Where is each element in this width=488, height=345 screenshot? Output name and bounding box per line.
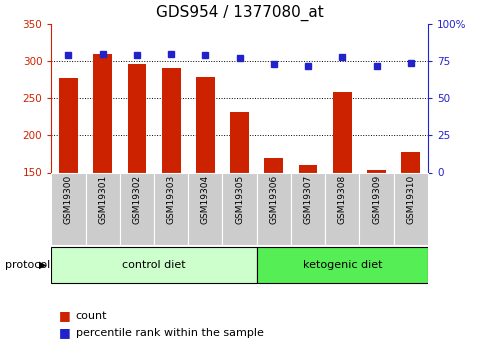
Text: ▶: ▶ (39, 260, 46, 270)
Bar (51, 247, 256, 283)
Bar (290, 172, 325, 245)
Text: GSM19306: GSM19306 (269, 175, 278, 224)
Bar (298, 165, 317, 172)
Text: ■: ■ (59, 309, 70, 322)
Text: control diet: control diet (122, 260, 185, 270)
Bar (127, 64, 146, 172)
Bar (332, 92, 351, 172)
Bar (120, 172, 154, 245)
Text: protocol: protocol (5, 260, 50, 270)
Bar (256, 172, 290, 245)
Text: GSM19310: GSM19310 (406, 175, 414, 224)
Bar (85, 172, 120, 245)
Bar (230, 112, 248, 172)
Bar (162, 68, 180, 172)
Bar (366, 170, 385, 172)
Text: ■: ■ (59, 326, 70, 339)
Bar (93, 54, 112, 172)
Bar (59, 78, 78, 172)
Text: GSM19305: GSM19305 (235, 175, 244, 224)
Bar (222, 172, 256, 245)
Bar (325, 172, 359, 245)
Text: GSM19309: GSM19309 (371, 175, 380, 224)
Text: percentile rank within the sample: percentile rank within the sample (76, 328, 263, 338)
Bar (401, 152, 419, 172)
Bar (154, 172, 188, 245)
Text: GSM19300: GSM19300 (64, 175, 73, 224)
Bar (188, 172, 222, 245)
Bar (51, 172, 85, 245)
Text: GSM19302: GSM19302 (132, 175, 141, 224)
Text: GSM19304: GSM19304 (201, 175, 209, 224)
Text: GSM19303: GSM19303 (166, 175, 175, 224)
Text: GSM19307: GSM19307 (303, 175, 312, 224)
Text: ketogenic diet: ketogenic diet (302, 260, 381, 270)
Text: GSM19308: GSM19308 (337, 175, 346, 224)
Text: GSM19301: GSM19301 (98, 175, 107, 224)
Bar (264, 158, 283, 172)
Title: GDS954 / 1377080_at: GDS954 / 1377080_at (155, 5, 323, 21)
Bar (196, 77, 214, 172)
Bar (393, 172, 427, 245)
Text: count: count (76, 311, 107, 321)
Bar (256, 247, 427, 283)
Bar (359, 172, 393, 245)
